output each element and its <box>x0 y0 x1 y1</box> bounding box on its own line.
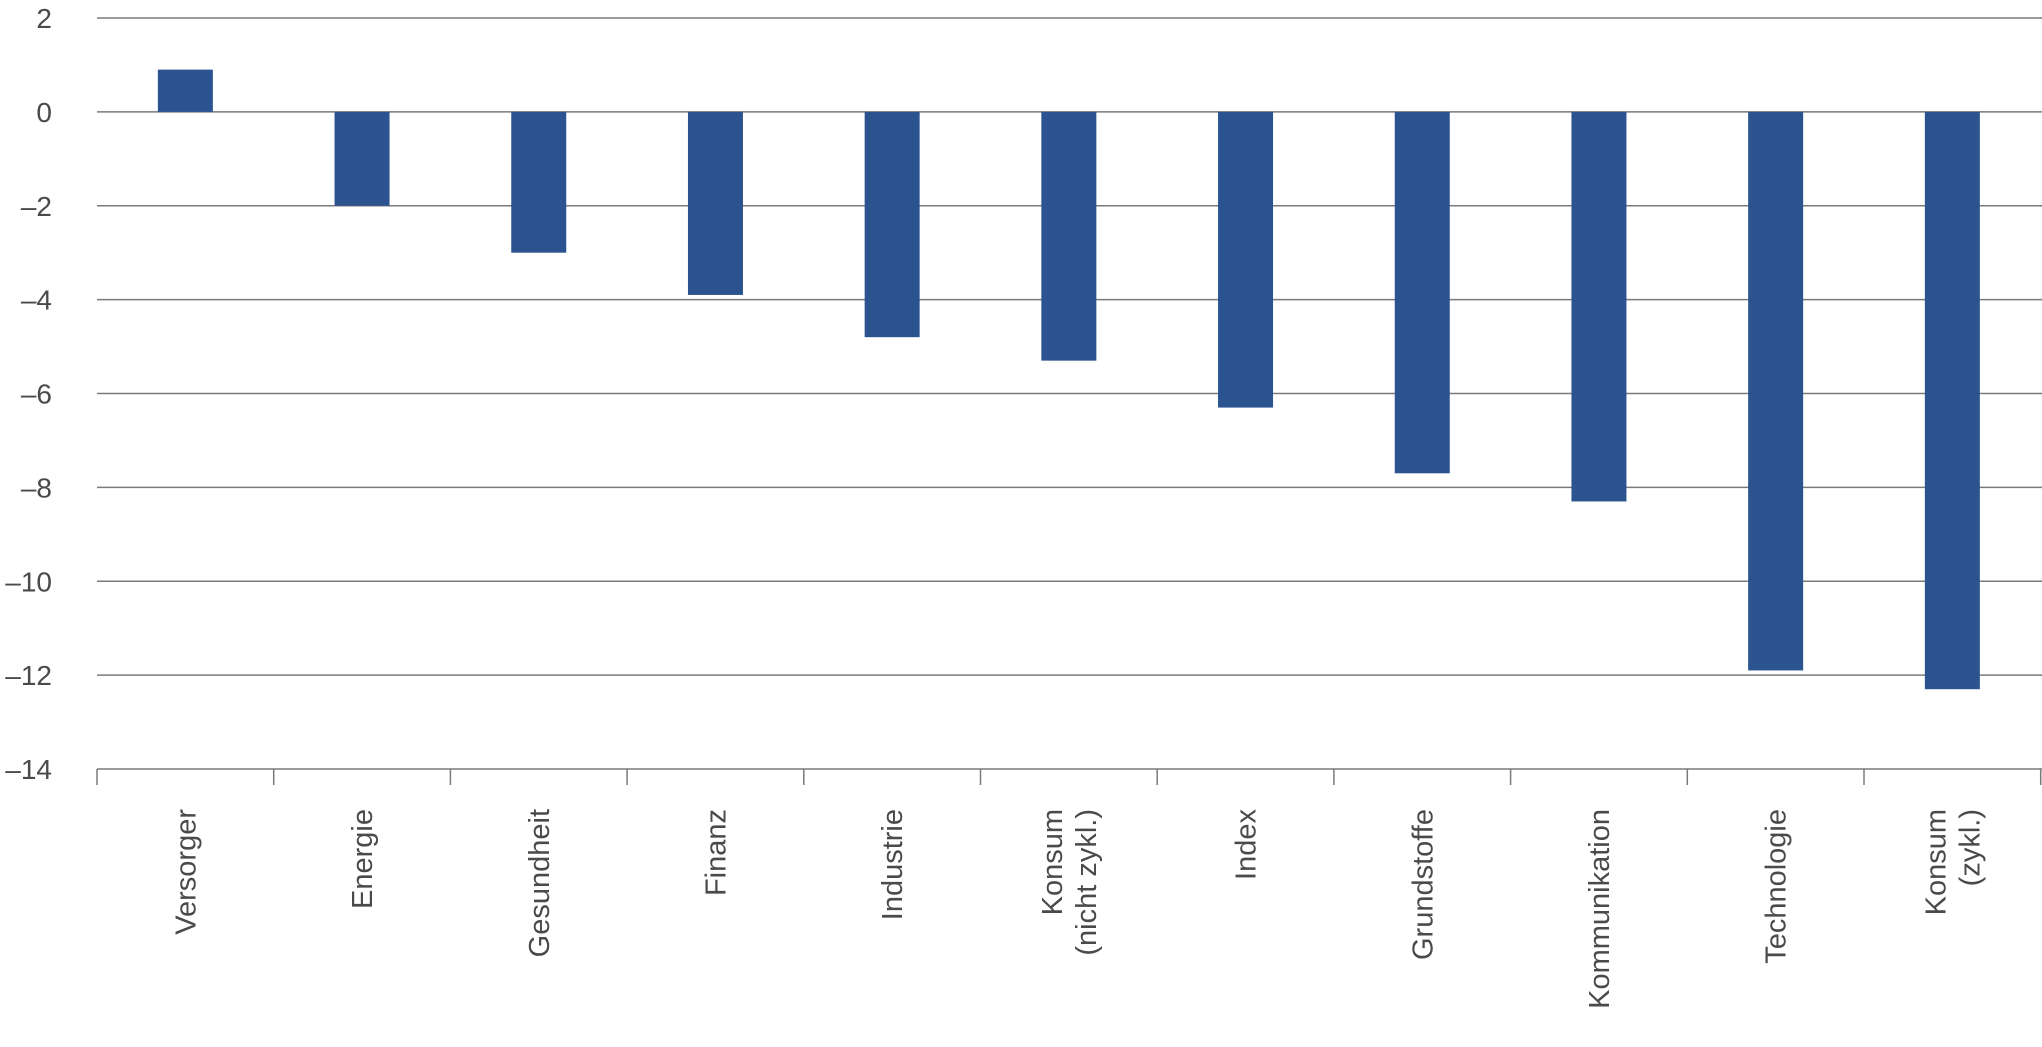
y-tick-label: –14 <box>5 754 52 785</box>
y-tick-label: –2 <box>21 191 52 222</box>
x-tick-label: (zykl.) <box>1954 809 1986 886</box>
x-tick-label: Index <box>1231 809 1263 880</box>
x-tick-label: Industrie <box>877 809 909 920</box>
y-tick-label: –12 <box>5 660 52 691</box>
bar <box>1748 111 1804 671</box>
bar <box>1924 111 1980 690</box>
x-tick-label: Finanz <box>700 809 732 896</box>
x-tick-label: Kommunikation <box>1584 809 1616 1009</box>
x-tick-label: Konsum <box>1037 809 1069 915</box>
bar <box>157 69 213 112</box>
bar <box>1218 111 1274 408</box>
y-tick-label: –10 <box>5 566 52 597</box>
bar <box>511 111 567 253</box>
x-tick-label: Technologie <box>1761 809 1793 964</box>
x-tick-label: Grundstoffe <box>1407 809 1439 960</box>
y-tick-label: 0 <box>36 97 52 128</box>
x-tick-label: Energie <box>347 809 379 909</box>
gridlines <box>97 17 2042 770</box>
bar <box>334 111 390 206</box>
x-axis-tick-labels: Versorger Energie Gesundheit Finanz Industri… <box>170 809 1986 1009</box>
y-axis-tick-labels: 2 0 –2 –4 –6 –8 –10 –12 –14 <box>5 3 52 785</box>
x-tick-label: (nicht zykl.) <box>1071 809 1103 956</box>
bar <box>687 111 743 295</box>
bar <box>1571 111 1627 502</box>
x-tick-label: Konsum <box>1920 809 1952 915</box>
bar <box>1394 111 1450 474</box>
y-tick-label: 2 <box>36 3 52 34</box>
x-axis <box>96 769 2042 785</box>
x-tick-label: Versorger <box>170 809 202 935</box>
y-tick-label: –8 <box>21 472 52 503</box>
y-tick-label: –6 <box>21 379 52 410</box>
bar <box>864 111 920 338</box>
bars <box>157 69 1980 690</box>
x-tick-label: Gesundheit <box>524 809 556 957</box>
y-tick-label: –4 <box>21 285 52 316</box>
bar <box>1041 111 1097 361</box>
